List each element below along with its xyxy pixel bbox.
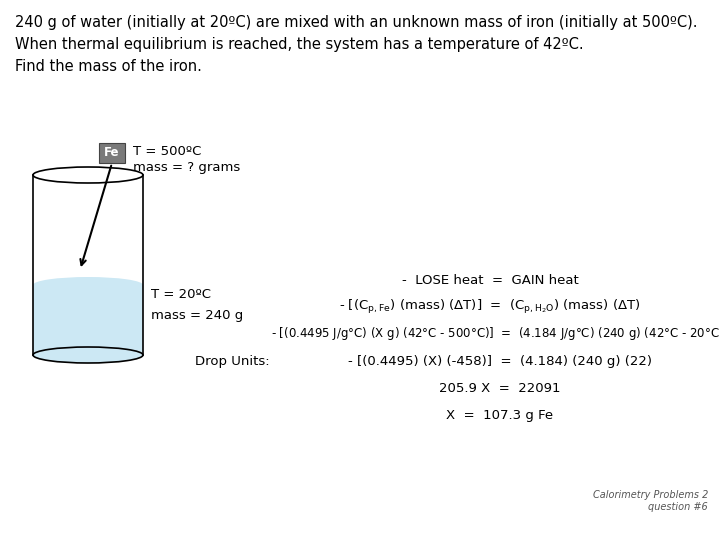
Text: -  LOSE heat  =  GAIN heat: - LOSE heat = GAIN heat <box>402 273 578 287</box>
Text: mass = ? grams: mass = ? grams <box>133 161 240 174</box>
Text: T = 500ºC: T = 500ºC <box>133 145 202 158</box>
Ellipse shape <box>33 347 143 363</box>
Text: 205.9 X  =  22091: 205.9 X = 22091 <box>439 381 561 395</box>
Text: X  =  107.3 g Fe: X = 107.3 g Fe <box>446 408 554 422</box>
Text: - [(C$_{\rm p,Fe}$) (mass) ($\Delta$T)]  =  (C$_{\rm p,H_2O}$) (mass) ($\Delta$T: - [(C$_{\rm p,Fe}$) (mass) ($\Delta$T)] … <box>339 298 641 316</box>
Text: Calorimetry Problems 2
question #6: Calorimetry Problems 2 question #6 <box>593 490 708 512</box>
Text: Drop Units:: Drop Units: <box>195 354 269 368</box>
Ellipse shape <box>33 277 143 293</box>
Text: mass = 240 g: mass = 240 g <box>151 308 243 321</box>
FancyBboxPatch shape <box>99 143 125 163</box>
Text: - [(0.4495 J/g$\degree$C) (X g) (42$\degree$C - 500$\degree$C)]  =  (4.184 J/g$\: - [(0.4495 J/g$\degree$C) (X g) (42$\deg… <box>271 326 720 342</box>
Text: 240 g of water (initially at 20ºC) are mixed with an unknown mass of iron (initi: 240 g of water (initially at 20ºC) are m… <box>15 15 698 75</box>
Text: Fe: Fe <box>104 146 120 159</box>
Bar <box>33 285 143 355</box>
Text: T = 20ºC: T = 20ºC <box>151 288 211 301</box>
Text: - [(0.4495) (X) (-458)]  =  (4.184) (240 g) (22): - [(0.4495) (X) (-458)] = (4.184) (240 g… <box>348 354 652 368</box>
